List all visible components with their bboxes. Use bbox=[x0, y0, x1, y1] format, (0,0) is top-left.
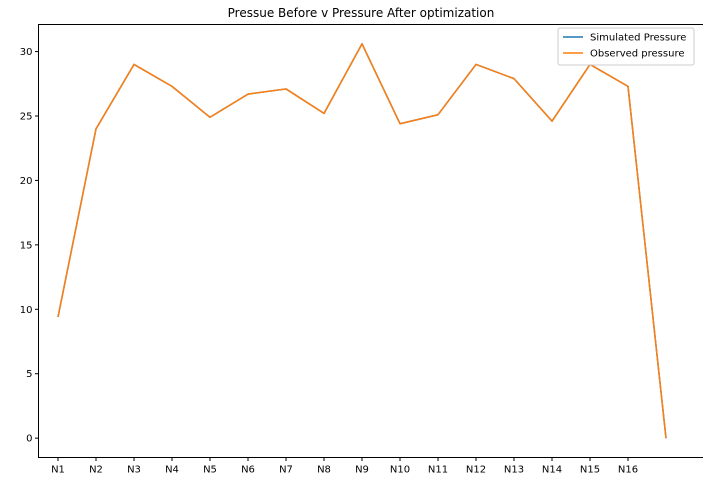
x-axis: N1 N2 N3 N4 N5 N6 N7 N8 N9 N10 N11 N12 N13 N14 N15 N16 bbox=[51, 457, 638, 476]
x-tick-label: N8 bbox=[317, 465, 331, 476]
series-line-1 bbox=[57, 43, 667, 439]
chart-title: Pressue Before v Pressure After optimiza… bbox=[228, 6, 495, 20]
x-tick-label: N16 bbox=[618, 465, 638, 476]
legend-box bbox=[557, 27, 695, 66]
y-tick-label: 0 bbox=[26, 434, 32, 445]
y-tick-label: 15 bbox=[20, 240, 33, 251]
x-tick-label: N14 bbox=[542, 465, 562, 476]
x-tick-label: N1 bbox=[51, 465, 65, 476]
x-tick-label: N5 bbox=[203, 465, 217, 476]
x-tick-label: N4 bbox=[165, 465, 179, 476]
plot-area bbox=[38, 24, 703, 458]
y-tick-label: 30 bbox=[20, 47, 33, 58]
y-tick-label: 10 bbox=[20, 305, 33, 316]
y-tick-label: 25 bbox=[20, 111, 33, 122]
x-tick-label: N3 bbox=[127, 465, 141, 476]
x-tick-label: N10 bbox=[390, 465, 410, 476]
x-tick-label: N7 bbox=[279, 465, 293, 476]
series-lines bbox=[57, 43, 667, 439]
x-tick-label: N9 bbox=[355, 465, 369, 476]
legend-label: Observed pressure bbox=[590, 49, 684, 60]
y-tick-label: 5 bbox=[26, 369, 32, 380]
y-tick-label: 20 bbox=[20, 176, 33, 187]
series-line-2 bbox=[57, 43, 667, 439]
x-tick-label: N13 bbox=[504, 465, 524, 476]
x-tick-label: N12 bbox=[466, 465, 486, 476]
x-tick-label: N11 bbox=[428, 465, 448, 476]
x-tick-label: N6 bbox=[241, 465, 255, 476]
legend-label: Simulated Pressure bbox=[590, 33, 686, 44]
legend: Simulated Pressure Observed pressure bbox=[557, 27, 695, 66]
x-tick-label: N2 bbox=[89, 465, 103, 476]
x-tick-label: N15 bbox=[580, 465, 600, 476]
y-axis: 0 5 10 15 20 25 30 bbox=[20, 47, 39, 445]
